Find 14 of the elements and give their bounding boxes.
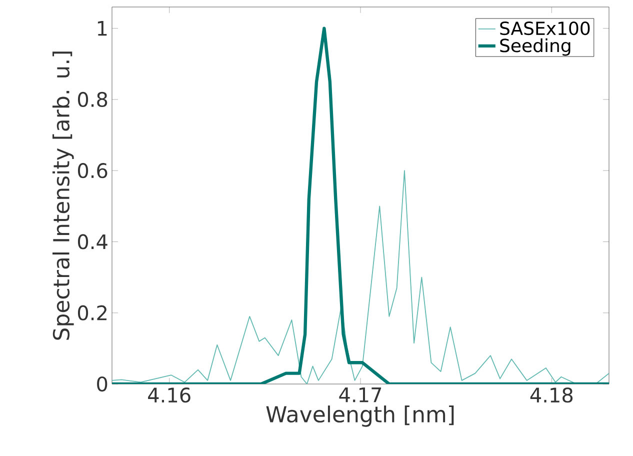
y-axis-title: Spectral Intensity [arb. u.]	[52, 52, 74, 340]
x-tick-label: 4.16	[148, 388, 190, 403]
y-tick-label: 0.2	[78, 305, 106, 320]
y-tick-label: 0	[97, 376, 108, 392]
y-tick-label: 0.8	[78, 92, 108, 108]
y-tick-label: 0.6	[78, 163, 108, 178]
legend-label: Seeding	[500, 38, 570, 56]
legend-label: SASEx100	[500, 22, 590, 36]
y-tick-label: 1	[98, 21, 107, 36]
x-tick-label: 4.17	[339, 388, 382, 402]
line-series	[112, 170, 609, 384]
y-tick-label: 0.4	[78, 234, 108, 250]
x-axis-title: Wavelength [nm]	[266, 406, 454, 427]
x-tick-label: 4.18	[530, 388, 573, 403]
